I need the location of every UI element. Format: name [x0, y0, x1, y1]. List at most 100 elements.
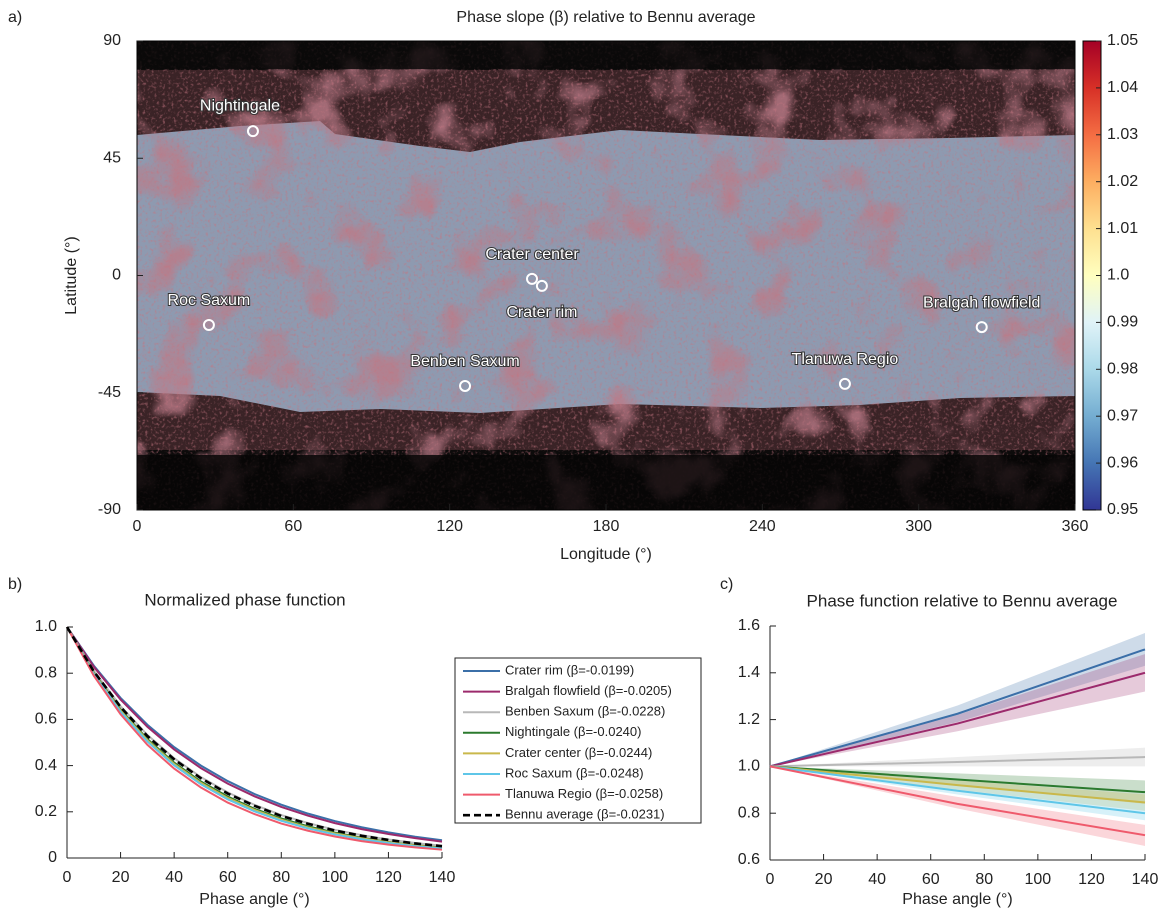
x-tick-label: 360: [1062, 518, 1089, 535]
x-axis-label: Phase angle (°): [902, 891, 1012, 908]
x-tick-label: 240: [749, 518, 776, 535]
y-tick-label: 1.0: [35, 618, 57, 635]
legend-label: Crater rim (β=-0.0199): [505, 662, 634, 677]
colorbar-tick-label: 1.03: [1107, 126, 1138, 143]
map-image: [137, 41, 1075, 510]
site-marker: [535, 279, 548, 292]
x-tick-label: 60: [284, 518, 302, 535]
site-marker: [202, 319, 215, 332]
legend-label: Bralgah flowfield (β=-0.0205): [505, 683, 672, 698]
chart-title: Normalized phase function: [144, 590, 345, 609]
x-tick-label: 80: [975, 871, 993, 888]
y-tick-label: 0: [112, 267, 121, 284]
y-axis-label: Latitude (°): [63, 236, 80, 314]
colorbar-tick-label: 0.99: [1107, 314, 1138, 331]
y-tick-label: 0.4: [35, 757, 57, 774]
y-tick-label: 1.4: [738, 664, 760, 681]
site-marker: [459, 379, 472, 392]
x-tick-label: 60: [219, 869, 237, 886]
site-label: Bralgah flowfield: [923, 294, 1040, 311]
legend-label: Tlanuwa Regio (β=-0.0258): [505, 786, 663, 801]
colorbar-tick-label: 1.01: [1107, 220, 1138, 237]
series-line: [769, 756, 1146, 768]
colorbar-tick-label: 0.98: [1107, 361, 1138, 378]
colorbar-tick-label: 1.04: [1107, 79, 1138, 96]
x-tick-label: 0: [63, 869, 72, 886]
x-tick-label: 140: [1132, 871, 1159, 888]
x-tick-label: 20: [815, 871, 833, 888]
series-line: [769, 671, 1146, 768]
series-line: [769, 765, 1146, 815]
x-tick-label: 80: [272, 869, 290, 886]
confidence-band: [770, 766, 1145, 821]
y-tick-label: 90: [103, 32, 121, 49]
y-tick-label: 1.0: [738, 758, 760, 775]
x-axis-label: Longitude (°): [560, 546, 652, 563]
y-tick-label: -90: [98, 501, 121, 518]
confidence-band: [770, 766, 1145, 846]
confidence-band: [770, 747, 1145, 767]
site-label: Nightingale: [200, 97, 280, 114]
legend-label: Roc Saxum (β=-0.0248): [505, 765, 644, 780]
series-line: [769, 765, 1146, 804]
x-tick-label: 100: [322, 869, 349, 886]
series-line: [66, 626, 443, 843]
y-tick-label: 45: [103, 149, 121, 166]
panel-label: a): [8, 9, 22, 26]
y-tick-label: 1.2: [738, 711, 760, 728]
colorbar-tick-label: 0.96: [1107, 454, 1138, 471]
series-line: [769, 765, 1146, 837]
y-tick-label: 0.2: [35, 803, 57, 820]
x-tick-label: 100: [1025, 871, 1052, 888]
y-tick-label: 0: [48, 849, 57, 866]
y-tick-label: 0.6: [738, 851, 760, 868]
site-label: Tlanuwa Regio: [792, 351, 899, 368]
chart-title: Phase function relative to Bennu average: [807, 591, 1118, 610]
site-marker: [975, 321, 988, 334]
legend-label: Crater center (β=-0.0244): [505, 745, 652, 760]
x-axis-label: Phase angle (°): [199, 891, 309, 908]
y-tick-label: 0.6: [35, 711, 57, 728]
x-tick-label: 60: [922, 871, 940, 888]
colorbar-tick-label: 0.97: [1107, 407, 1138, 424]
x-tick-label: 120: [1078, 871, 1105, 888]
colorbar-tick-label: 1.05: [1107, 32, 1138, 49]
site-marker: [526, 272, 539, 285]
confidence-band: [770, 766, 1145, 811]
x-tick-label: 0: [766, 871, 775, 888]
series-line: [65, 626, 443, 848]
site-label: Benben Saxum: [410, 353, 519, 370]
x-tick-label: 20: [112, 869, 130, 886]
colorbar-tick-label: 1.02: [1107, 173, 1138, 190]
x-tick-label: 120: [436, 518, 463, 535]
x-tick-label: 40: [868, 871, 886, 888]
site-label: Crater rim: [506, 304, 577, 321]
y-tick-label: -45: [98, 384, 121, 401]
series-line: [66, 626, 443, 842]
colorbar-tick-label: 1.0: [1107, 267, 1129, 284]
x-tick-label: 180: [593, 518, 620, 535]
site-marker: [246, 125, 259, 138]
legend-label: Benben Saxum (β=-0.0228): [505, 704, 665, 719]
site-label: Roc Saxum: [168, 292, 251, 309]
series-line: [769, 648, 1146, 768]
legend-label: Bennu average (β=-0.0231): [505, 807, 665, 822]
colorbar-tick-label: 0.95: [1107, 501, 1138, 518]
series-line: [66, 626, 443, 850]
y-tick-label: 1.6: [738, 617, 760, 634]
x-tick-label: 120: [375, 869, 402, 886]
panel-label: b): [8, 576, 22, 593]
y-tick-label: 0.8: [35, 664, 57, 681]
series-line: [66, 626, 443, 847]
series-line: [66, 626, 443, 851]
x-tick-label: 140: [429, 869, 456, 886]
x-tick-label: 40: [165, 869, 183, 886]
legend-label: Nightingale (β=-0.0240): [505, 724, 641, 739]
legend-box: [454, 657, 702, 824]
chart-title: Phase slope (β) relative to Bennu averag…: [456, 9, 755, 26]
panel-label: c): [720, 576, 733, 593]
x-tick-label: 0: [133, 518, 142, 535]
y-tick-label: 0.8: [738, 804, 760, 821]
site-label: Crater center: [485, 246, 579, 263]
